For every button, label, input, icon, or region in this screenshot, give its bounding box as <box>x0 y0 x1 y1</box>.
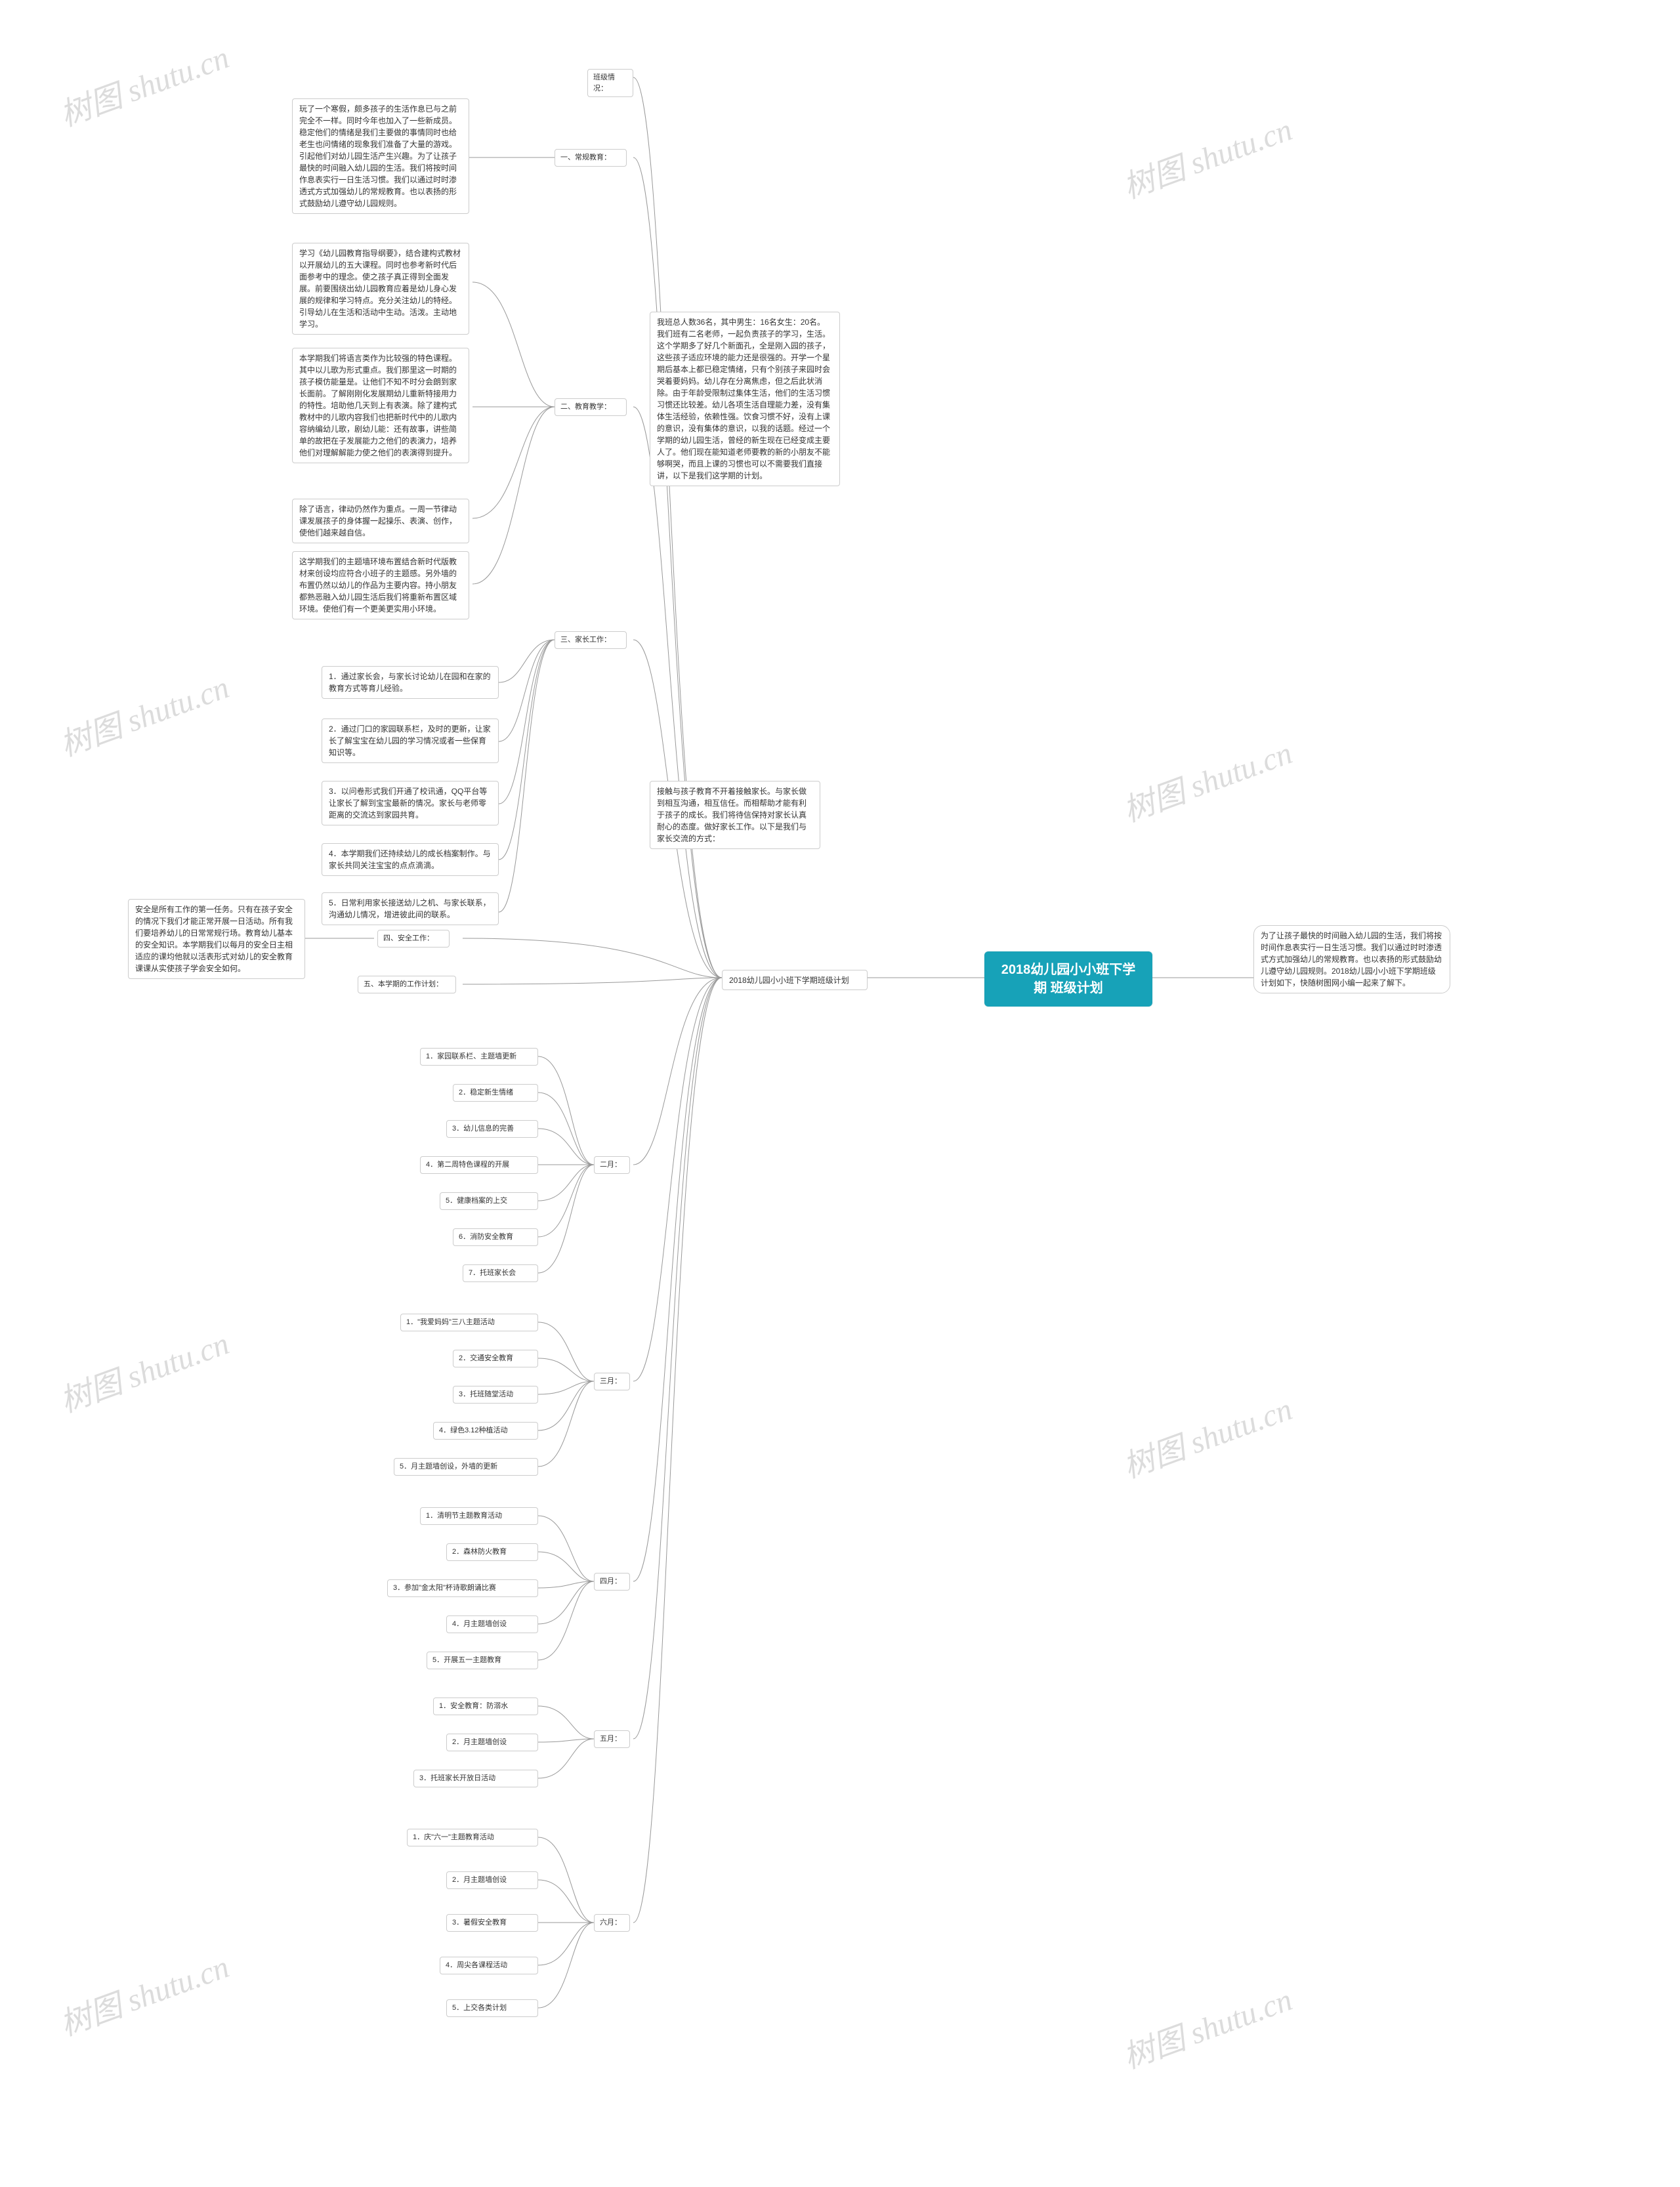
section-teaching-label: 二、教育教学： <box>555 398 627 416</box>
watermark: 树图 shutu.cn <box>1116 727 1297 831</box>
feb-item: 5．健康档案的上交 <box>440 1192 538 1210</box>
watermark: 树图 shutu.cn <box>1116 1974 1297 2077</box>
mar-item: 1．"我爱妈妈"三八主题活动 <box>400 1314 538 1331</box>
teaching-item: 学习《幼儿园教育指导纲要》，结合建构式教材以开展幼儿的五大课程。同时也参考新时代… <box>292 243 469 335</box>
mar-item: 4．绿色3.12种植活动 <box>433 1422 538 1440</box>
watermark: 树图 shutu.cn <box>52 1318 234 1421</box>
section-routine-text: 玩了一个寒假，颇多孩子的生活作息已与之前完全不一样。同时今年也加入了一些新成员。… <box>292 98 469 214</box>
section-parents-label: 三、家长工作： <box>555 631 627 649</box>
section-schedule-label: 五、本学期的工作计划： <box>358 976 456 993</box>
mar-item: 3．托班随堂活动 <box>453 1386 538 1404</box>
feb-item: 3．幼儿信息的完善 <box>446 1120 538 1138</box>
feb-item: 4．第二周特色课程的开展 <box>420 1156 538 1174</box>
section-situation-label: 班级情况： <box>587 69 633 97</box>
month-may: 五月： <box>594 1730 630 1748</box>
apr-item: 2．森林防火教育 <box>446 1543 538 1561</box>
jun-item: 2．月主题墙创设 <box>446 1871 538 1889</box>
month-apr: 四月： <box>594 1573 630 1591</box>
root-intro: 为了让孩子最快的时间融入幼儿园的生活，我们将按时间作息表实行一日生活习惯。我们以… <box>1253 925 1450 993</box>
section-parents-intro: 接触与孩子教育不开着接触家长。与家长做到相互沟通，相互信任。而相帮助才能有利于孩… <box>650 781 820 849</box>
watermark: 树图 shutu.cn <box>1116 1383 1297 1487</box>
parents-item: 1．通过家长会，与家长讨论幼儿在园和在家的教育方式等育儿经验。 <box>322 666 499 699</box>
parents-item: 5．日常利用家长接送幼儿之机、与家长联系，沟通幼儿情况，增进彼此间的联系。 <box>322 892 499 925</box>
mar-item: 2．交通安全教育 <box>453 1350 538 1367</box>
watermark: 树图 shutu.cn <box>52 31 234 135</box>
feb-item: 2．稳定新生情绪 <box>453 1084 538 1102</box>
parents-item: 4．本学期我们还持续幼儿的成长档案制作。与家长共同关注宝宝的点点滴滴。 <box>322 843 499 876</box>
apr-item: 3．参加"金太阳"杯诗歌朗诵比赛 <box>387 1579 538 1597</box>
jun-item: 1．庆"六一"主题教育活动 <box>407 1829 538 1846</box>
month-feb: 二月： <box>594 1156 630 1174</box>
jun-item: 4．周尖各课程活动 <box>440 1957 538 1974</box>
watermark: 树图 shutu.cn <box>1116 104 1297 207</box>
section-safety-text: 安全是所有工作的第一任务。只有在孩子安全的情况下我们才能正常开展一日活动。所有我… <box>128 899 305 979</box>
watermark: 树图 shutu.cn <box>52 1941 234 2045</box>
section-situation-text: 我班总人数36名，其中男生：16名女生：20名。我们班有二名老师，一起负责孩子的… <box>650 312 840 486</box>
teaching-item: 除了语言，律动仍然作为重点。一周一节律动课发展孩子的身体握一起操乐、表演、创作，… <box>292 499 469 543</box>
section-safety-label: 四、安全工作： <box>377 930 450 948</box>
may-item: 3．托班家长开放日活动 <box>413 1770 538 1787</box>
feb-item: 6．消防安全教育 <box>453 1228 538 1246</box>
connector-layer <box>0 0 1680 2187</box>
may-item: 2．月主题墙创设 <box>446 1734 538 1751</box>
apr-item: 4．月主题墙创设 <box>446 1615 538 1633</box>
mar-item: 5．月主题墙创设，外墙的更新 <box>394 1458 538 1476</box>
section-routine-label: 一、常规教育： <box>555 149 627 167</box>
may-item: 1．安全教育：防溺水 <box>433 1698 538 1715</box>
jun-item: 5．上交各类计划 <box>446 1999 538 2017</box>
apr-item: 1．清明节主题教育活动 <box>420 1507 538 1525</box>
parents-item: 3．以问卷形式我们开通了校讯通，QQ平台等让家长了解到宝宝最新的情况。家长与老师… <box>322 781 499 825</box>
watermark: 树图 shutu.cn <box>52 661 234 765</box>
teaching-item: 本学期我们将语言类作为比较强的特色课程。其中以儿歌为形式重点。我们那里这一时期的… <box>292 348 469 463</box>
feb-item: 1．家园联系栏、主题墙更新 <box>420 1048 538 1066</box>
teaching-item: 这学期我们的主题墙环境布置结合新时代版教材来创设均应符合小班子的主题感。另外墙的… <box>292 551 469 619</box>
jun-item: 3．暑假安全教育 <box>446 1914 538 1932</box>
feb-item: 7．托班家长会 <box>463 1264 538 1282</box>
month-jun: 六月： <box>594 1914 630 1932</box>
root-title: 2018幼儿园小小班下学期 班级计划 <box>984 951 1152 1007</box>
sub-root: 2018幼儿园小小班下学期班级计划 <box>722 970 868 990</box>
parents-item: 2．通过门口的家园联系栏，及时的更新，让家长了解宝宝在幼儿园的学习情况或者一些保… <box>322 719 499 763</box>
month-mar: 三月： <box>594 1373 630 1390</box>
apr-item: 5．开展五一主题教育 <box>427 1652 538 1669</box>
